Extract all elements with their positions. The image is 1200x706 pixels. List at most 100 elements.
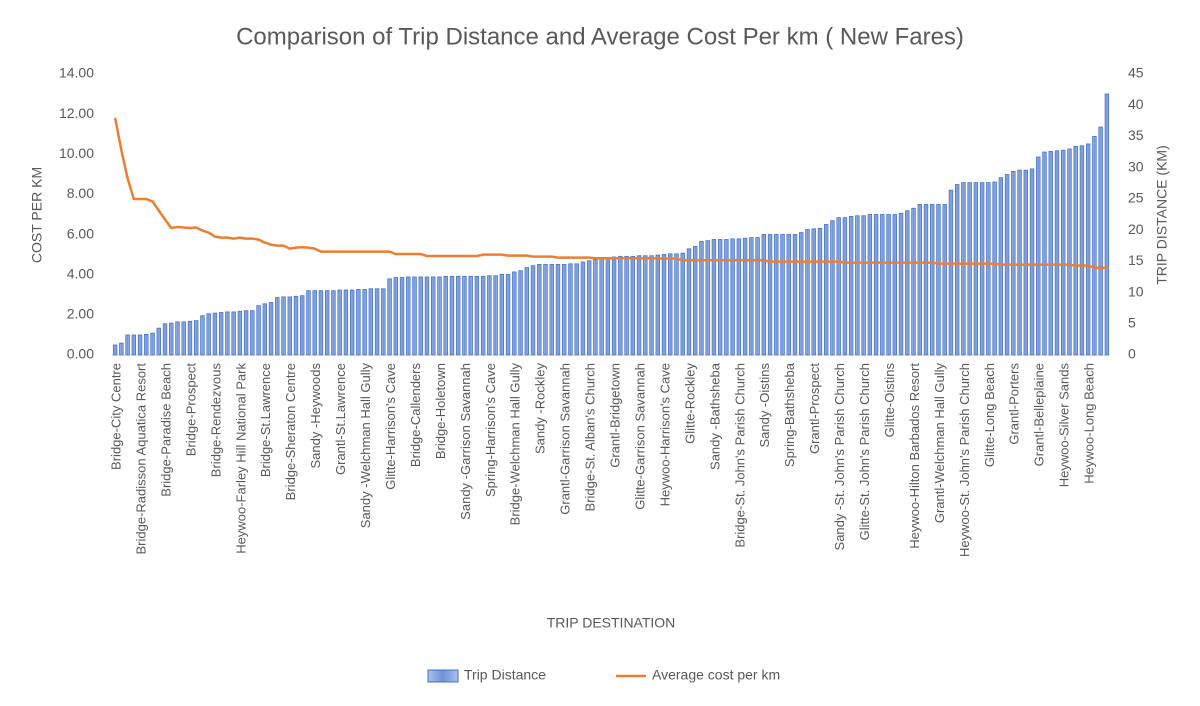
bar xyxy=(287,296,292,356)
bar xyxy=(580,261,586,356)
y-tick-label: 6.00 xyxy=(67,225,94,241)
x-tick-label: Bridge-City Centre xyxy=(109,363,124,470)
bar xyxy=(986,182,991,356)
bar xyxy=(212,312,218,356)
bar xyxy=(524,267,529,356)
bar xyxy=(1023,169,1028,356)
bar xyxy=(668,253,673,356)
bar xyxy=(331,290,336,356)
x-tick-label: Heywoo-Long Beach xyxy=(1082,363,1097,484)
bar xyxy=(512,271,517,356)
x-tick-label: Bridge-St. John's Parish Church xyxy=(732,363,747,548)
bar xyxy=(480,275,486,356)
y-axis-title: COST PER KM xyxy=(29,167,45,263)
bar xyxy=(225,311,230,356)
bar xyxy=(406,276,411,356)
bar xyxy=(455,275,461,356)
bar xyxy=(830,220,835,356)
bar xyxy=(917,204,922,356)
bar xyxy=(755,237,760,356)
bar xyxy=(767,234,773,356)
x-tick-label: Sandy -St. John's Parish Church xyxy=(832,363,847,550)
bar xyxy=(231,311,236,356)
bar xyxy=(711,239,717,356)
bar xyxy=(992,181,997,356)
bar xyxy=(194,320,199,356)
x-tick-label: Sandy -Welchman Hall Gully xyxy=(358,363,373,529)
bar xyxy=(374,288,380,356)
bar xyxy=(324,290,330,356)
bar xyxy=(892,214,898,356)
bar xyxy=(717,239,723,356)
y-tick-label: 2.00 xyxy=(67,306,94,322)
bar xyxy=(393,277,399,356)
x-tick-label: Grantl-St.Lawrence xyxy=(333,363,348,475)
bar xyxy=(599,258,604,356)
bar xyxy=(923,204,929,356)
bar xyxy=(368,288,374,356)
bar xyxy=(842,217,848,356)
x-tick-label: Heywoo-Farley Hill National Park xyxy=(233,363,248,554)
bar xyxy=(281,296,286,356)
bar xyxy=(150,332,155,356)
bar xyxy=(792,234,798,356)
bar xyxy=(530,265,536,356)
bar xyxy=(137,334,143,356)
bar xyxy=(948,189,954,356)
bar xyxy=(462,275,467,356)
bar xyxy=(493,275,498,356)
x-tick-label: Bridge-Radisson Aquatica Resort xyxy=(134,363,149,555)
bar xyxy=(823,224,829,356)
bar xyxy=(131,334,137,356)
y2-tick-label: 15 xyxy=(1128,252,1144,268)
bar xyxy=(611,256,617,356)
bar xyxy=(1079,145,1085,356)
y2-tick-label: 10 xyxy=(1128,283,1144,299)
bar xyxy=(1073,146,1078,356)
bar xyxy=(343,289,349,356)
bar xyxy=(543,264,548,356)
bar xyxy=(162,323,168,356)
x-tick-label: Glitte-Harrison's Cave xyxy=(383,363,398,490)
bar xyxy=(293,295,299,356)
bar xyxy=(381,288,386,356)
bar xyxy=(468,275,473,356)
bar xyxy=(349,289,355,356)
bar xyxy=(780,234,785,356)
x-tick-label: Spring-Bathsheba xyxy=(782,362,797,467)
bar xyxy=(112,344,118,356)
bar xyxy=(942,204,947,356)
x-tick-label: Grantl-Bridgetown xyxy=(608,363,623,468)
y-tick-label: 12.00 xyxy=(59,105,94,121)
bar xyxy=(243,310,249,356)
y-tick-label: 10.00 xyxy=(59,145,94,161)
bar xyxy=(574,263,579,356)
y2-tick-label: 20 xyxy=(1128,221,1144,237)
legend-label: Average cost per km xyxy=(652,667,780,683)
x-tick-label: Sandy -Oistins xyxy=(757,363,772,448)
bar xyxy=(568,263,573,356)
bar xyxy=(1067,148,1072,356)
x-tick-label: Sandy -Heywoods xyxy=(308,363,323,469)
bar xyxy=(811,228,816,356)
bar xyxy=(873,214,879,356)
bar xyxy=(979,182,985,356)
x-tick-label: Glitte-Rockley xyxy=(682,363,697,444)
bar xyxy=(1048,151,1053,356)
bar xyxy=(268,302,274,356)
bar xyxy=(1017,169,1022,356)
bar xyxy=(1054,150,1060,356)
x-tick-label: Grantl-Belleplaine xyxy=(1032,363,1047,466)
bar xyxy=(412,276,417,356)
bar xyxy=(605,257,611,356)
bar xyxy=(518,270,523,356)
bar xyxy=(449,275,455,356)
x-tick-label: Bridge-Holetown xyxy=(433,363,448,459)
bar xyxy=(250,310,255,356)
bar xyxy=(649,255,654,356)
bar xyxy=(730,238,735,356)
bar xyxy=(936,204,941,356)
bar xyxy=(1011,171,1016,356)
bar xyxy=(618,255,623,356)
